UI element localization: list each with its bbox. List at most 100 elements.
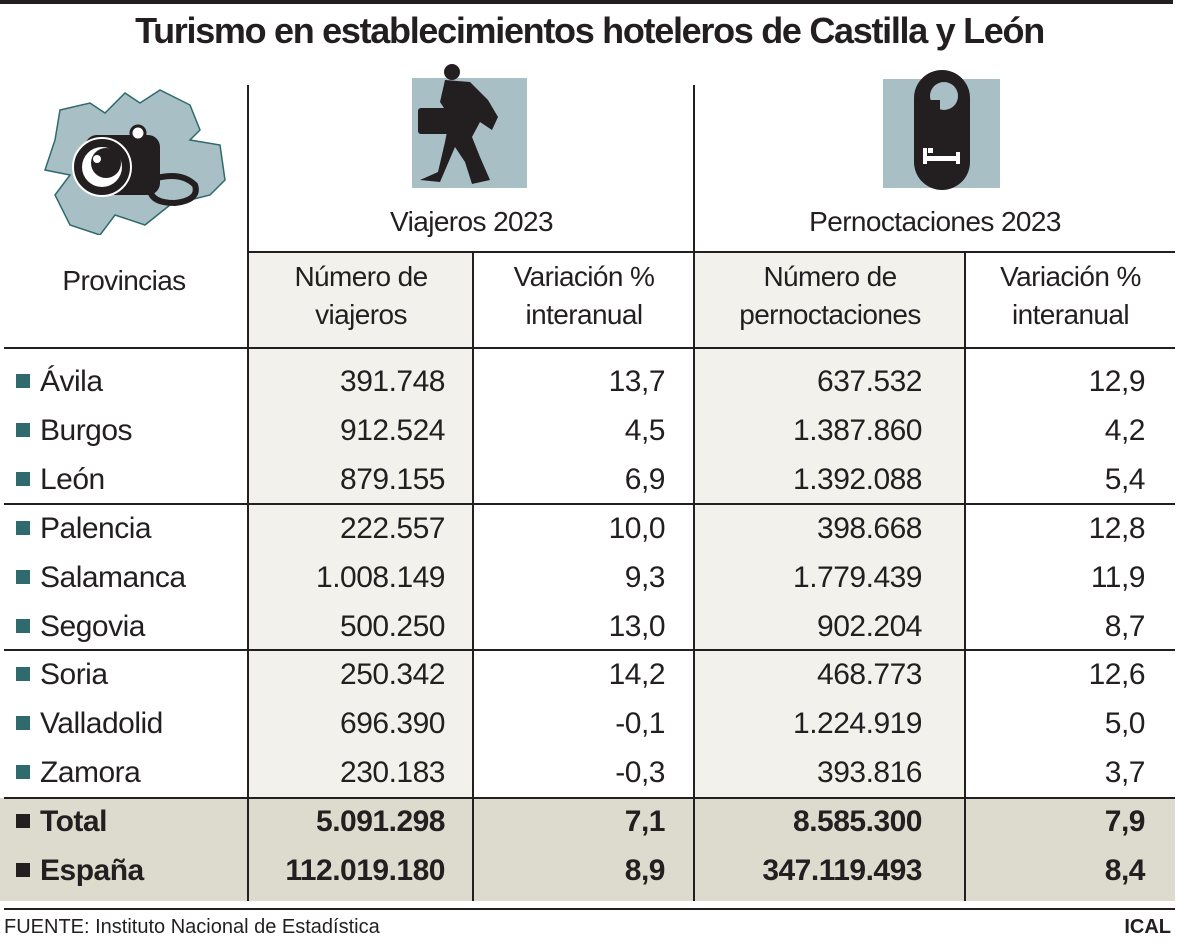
header-provincias: Provincias: [62, 265, 186, 296]
variacion-viajeros-cell: 14,2: [608, 658, 666, 691]
group-header-pernoctaciones: Pernoctaciones 2023: [809, 206, 1061, 237]
source-note: FUENTE: Instituto Nacional de Estadístic…: [4, 916, 380, 938]
table-row: Palencia 222.557 10,0 398.668 12,8: [0, 504, 1175, 553]
province-name: Segovia: [40, 610, 145, 643]
variacion-pernoctaciones-cell: 4,2: [1104, 414, 1146, 447]
province-cell: Total: [16, 797, 107, 846]
province-cell: Salamanca: [16, 553, 186, 602]
table-row: Ávila 391.748 13,7 637.532 12,9: [0, 357, 1175, 406]
variacion-pernoctaciones-cell: 3,7: [1104, 756, 1146, 789]
total-row: España 112.019.180 8,9 347.119.493 8,4: [0, 846, 1175, 895]
square-marker-icon: [16, 765, 30, 779]
header-line: Variación %: [1000, 261, 1141, 292]
square-marker-icon: [16, 521, 30, 535]
variacion-viajeros-cell: -0,1: [615, 707, 665, 740]
square-marker-icon: [16, 374, 30, 388]
table-row: Zamora 230.183 -0,3 393.816 3,7: [0, 748, 1175, 797]
viajeros-cell: 696.390: [340, 707, 445, 740]
header-line: interanual: [525, 299, 644, 330]
variacion-pernoctaciones-cell: 12,6: [1088, 658, 1146, 691]
divider: [4, 908, 1175, 910]
province-name: León: [40, 463, 105, 496]
divider: [693, 85, 695, 901]
province-cell: Segovia: [16, 602, 145, 651]
castilla-leon-map-camera-icon: [44, 89, 226, 235]
variacion-pernoctaciones-cell: 5,4: [1104, 463, 1146, 496]
variacion-viajeros-cell: 7,1: [624, 805, 666, 838]
pernoctaciones-cell: 8.585.300: [793, 805, 922, 838]
square-marker-icon: [16, 570, 30, 584]
divider: [4, 347, 1175, 349]
group-header-viajeros: Viajeros 2023: [390, 206, 554, 237]
divider: [4, 797, 1175, 799]
page-title: Turismo en establecimientos hoteleros de…: [135, 10, 1045, 51]
pernoctaciones-cell: 1.224.919: [793, 707, 922, 740]
province-name: Soria: [40, 658, 108, 691]
pernoctaciones-cell: 347.119.493: [762, 854, 922, 887]
viajeros-cell: 391.748: [340, 365, 445, 398]
shaded-column-pernoctaciones: [695, 252, 965, 798]
top-rule: [0, 0, 1173, 4]
totals-band: [0, 798, 1175, 901]
divider: [248, 251, 1175, 253]
pernoctaciones-cell: 637.532: [817, 365, 922, 398]
province-cell: Zamora: [16, 748, 141, 797]
province-name: Salamanca: [40, 561, 186, 594]
table-row: Soria 250.342 14,2 468.773 12,6: [0, 650, 1175, 699]
divider: [964, 252, 966, 901]
divider: [247, 85, 249, 901]
table-row: León 879.155 6,9 1.392.088 5,4: [0, 455, 1175, 504]
header-line: interanual: [1012, 299, 1130, 330]
province-cell: Palencia: [16, 504, 152, 553]
viajeros-cell: 1.008.149: [316, 561, 445, 594]
variacion-pernoctaciones-cell: 12,8: [1088, 512, 1146, 545]
pernoctaciones-cell: 1.392.088: [793, 463, 922, 496]
province-cell: España: [16, 846, 144, 895]
square-marker-icon: [16, 423, 30, 437]
square-marker-icon: [16, 472, 30, 486]
province-cell: Soria: [16, 650, 108, 699]
traveler-with-suitcase-icon: [412, 64, 527, 188]
province-cell: León: [16, 455, 105, 504]
province-cell: Burgos: [16, 406, 133, 455]
province-name: Burgos: [40, 414, 133, 447]
header-line: Variación %: [513, 261, 655, 292]
province-name: Palencia: [40, 512, 152, 545]
viajeros-cell: 500.250: [340, 610, 445, 643]
province-name: Valladolid: [40, 707, 163, 740]
viajeros-cell: 230.183: [340, 756, 445, 789]
viajeros-cell: 912.524: [340, 414, 445, 447]
pernoctaciones-cell: 1.387.860: [793, 414, 922, 447]
variacion-pernoctaciones-cell: 5,0: [1104, 707, 1146, 740]
viajeros-cell: 879.155: [340, 463, 445, 496]
province-name: Zamora: [40, 756, 141, 789]
pernoctaciones-cell: 468.773: [817, 658, 922, 691]
total-row: Total 5.091.298 7,1 8.585.300 7,9: [0, 797, 1175, 846]
variacion-pernoctaciones-cell: 11,9: [1090, 561, 1146, 594]
variacion-viajeros-cell: 6,9: [624, 463, 666, 496]
header-variacion-viajeros: Variación % interanual: [474, 258, 694, 334]
variacion-viajeros-cell: 8,9: [624, 854, 666, 887]
square-marker-icon: [16, 716, 30, 730]
header-numero-pernoctaciones: Número de pernoctaciones: [695, 258, 965, 334]
header-line: pernoctaciones: [739, 299, 921, 330]
viajeros-cell: 5.091.298: [316, 805, 445, 838]
square-marker-icon: [16, 863, 30, 877]
square-marker-icon: [16, 814, 30, 828]
variacion-viajeros-cell: 10,0: [608, 512, 666, 545]
province-name: Total: [40, 805, 107, 838]
province-name: España: [40, 854, 144, 887]
variacion-pernoctaciones-cell: 8,4: [1104, 854, 1146, 887]
pernoctaciones-cell: 1.779.439: [793, 561, 922, 594]
brand-label: ICAL: [1124, 916, 1171, 938]
square-marker-icon: [16, 667, 30, 681]
header-line: Número de: [763, 261, 897, 292]
table-row: Salamanca 1.008.149 9,3 1.779.439 11,9: [0, 553, 1175, 602]
pernoctaciones-cell: 398.668: [817, 512, 922, 545]
pernoctaciones-cell: 902.204: [817, 610, 922, 643]
divider: [4, 503, 1175, 505]
divider: [472, 252, 474, 901]
variacion-viajeros-cell: 4,5: [624, 414, 666, 447]
hotel-door-hanger-bed-icon: [883, 70, 1000, 190]
